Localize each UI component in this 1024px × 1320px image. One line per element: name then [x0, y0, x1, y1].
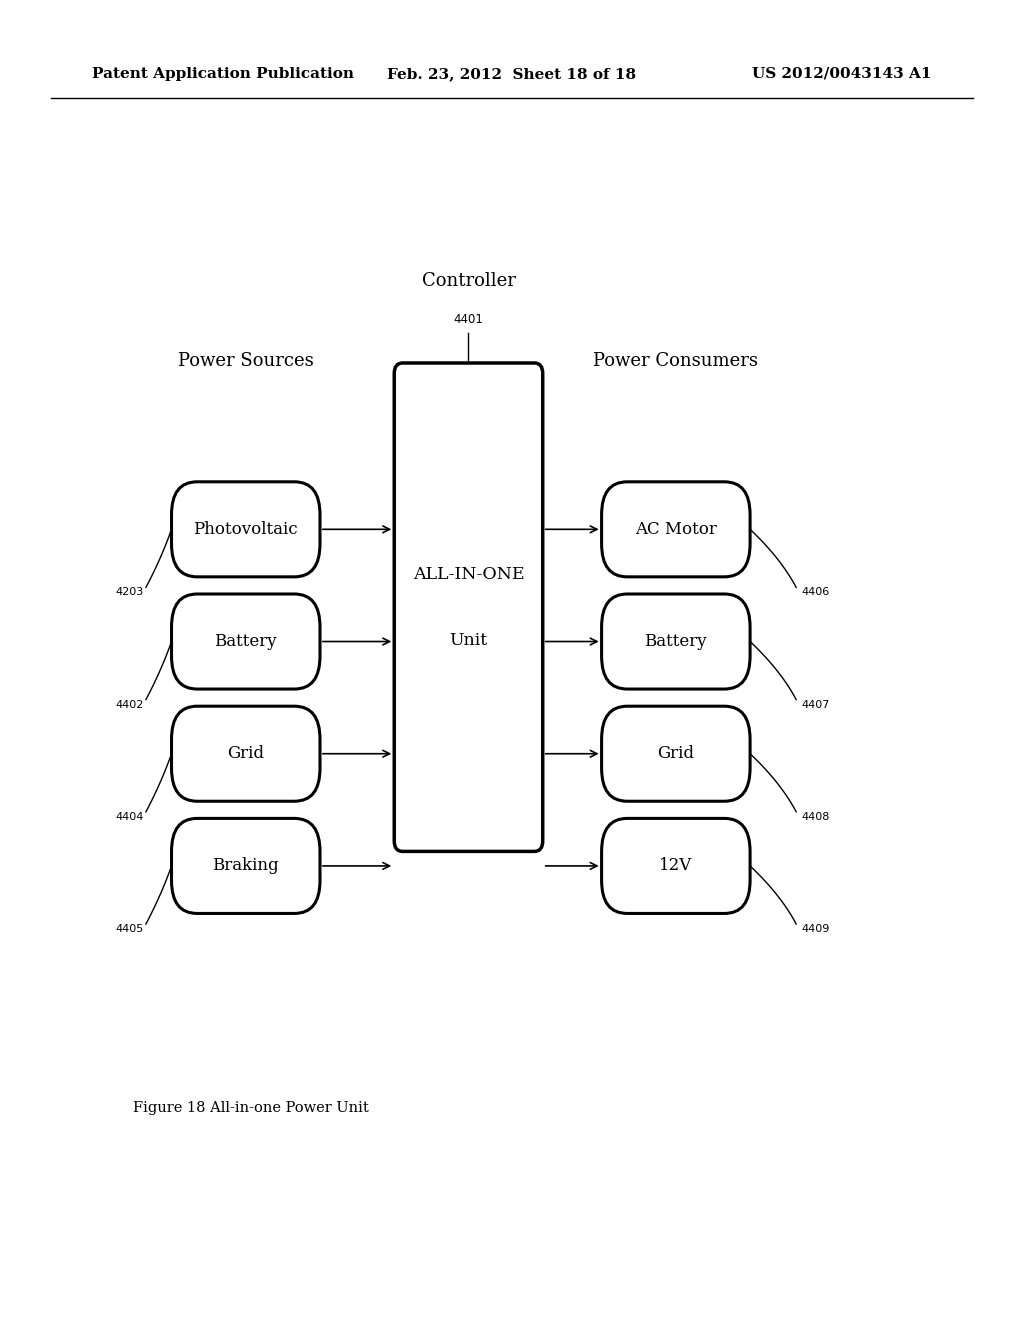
Text: Patent Application Publication: Patent Application Publication: [92, 67, 354, 81]
Text: Unit: Unit: [450, 632, 487, 648]
FancyBboxPatch shape: [171, 594, 319, 689]
FancyBboxPatch shape: [171, 706, 319, 801]
Text: 4203: 4203: [115, 587, 143, 598]
Text: 4402: 4402: [115, 700, 143, 710]
FancyBboxPatch shape: [602, 818, 750, 913]
Text: 4404: 4404: [115, 812, 143, 822]
Text: Braking: Braking: [212, 858, 280, 874]
Text: 4405: 4405: [115, 924, 143, 935]
FancyBboxPatch shape: [602, 706, 750, 801]
Text: Power Sources: Power Sources: [178, 351, 313, 370]
Text: Photovoltaic: Photovoltaic: [194, 521, 298, 537]
Text: Power Consumers: Power Consumers: [593, 351, 759, 370]
FancyBboxPatch shape: [602, 594, 750, 689]
Text: Feb. 23, 2012  Sheet 18 of 18: Feb. 23, 2012 Sheet 18 of 18: [387, 67, 637, 81]
Text: 4408: 4408: [802, 812, 829, 822]
Text: Grid: Grid: [227, 746, 264, 762]
Text: 4406: 4406: [802, 587, 829, 598]
FancyBboxPatch shape: [394, 363, 543, 851]
Text: Battery: Battery: [644, 634, 708, 649]
Text: Battery: Battery: [214, 634, 278, 649]
FancyBboxPatch shape: [171, 818, 319, 913]
Text: Figure 18 All-in-one Power Unit: Figure 18 All-in-one Power Unit: [133, 1101, 369, 1115]
Text: 4409: 4409: [802, 924, 829, 935]
Text: ALL-IN-ONE: ALL-IN-ONE: [413, 566, 524, 582]
Text: Grid: Grid: [657, 746, 694, 762]
Text: 4401: 4401: [454, 313, 483, 326]
Text: Controller: Controller: [422, 272, 515, 290]
Text: 4407: 4407: [802, 700, 829, 710]
FancyBboxPatch shape: [171, 482, 319, 577]
Text: US 2012/0043143 A1: US 2012/0043143 A1: [753, 67, 932, 81]
FancyBboxPatch shape: [602, 482, 750, 577]
Text: AC Motor: AC Motor: [635, 521, 717, 537]
Text: 12V: 12V: [659, 858, 692, 874]
